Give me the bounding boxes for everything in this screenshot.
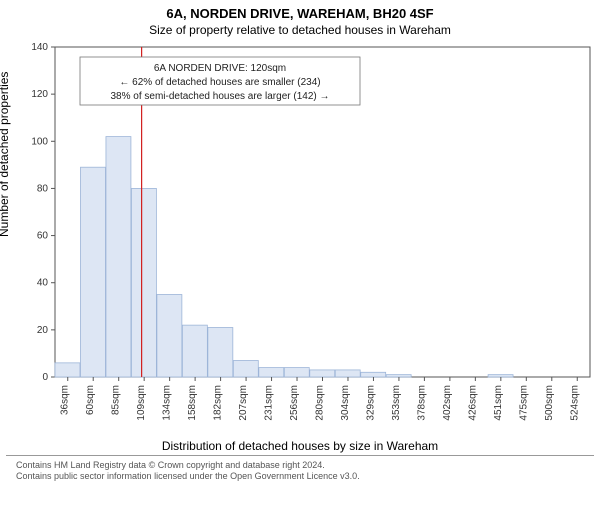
- svg-text:524sqm: 524sqm: [569, 385, 580, 421]
- svg-text:120: 120: [31, 89, 48, 100]
- svg-text:60: 60: [37, 231, 49, 242]
- svg-text:40: 40: [37, 278, 49, 289]
- svg-text:378sqm: 378sqm: [416, 385, 427, 421]
- footer: Contains HM Land Registry data © Crown c…: [6, 455, 594, 483]
- svg-text:402sqm: 402sqm: [442, 385, 453, 421]
- svg-text:182sqm: 182sqm: [213, 385, 224, 421]
- svg-text:100: 100: [31, 136, 48, 147]
- page-title: 6A, NORDEN DRIVE, WAREHAM, BH20 4SF: [0, 6, 600, 21]
- svg-text:329sqm: 329sqm: [365, 385, 376, 421]
- svg-text:134sqm: 134sqm: [162, 385, 173, 421]
- svg-text:109sqm: 109sqm: [136, 385, 147, 421]
- svg-text:451sqm: 451sqm: [493, 385, 504, 421]
- svg-text:231sqm: 231sqm: [264, 385, 275, 421]
- svg-text:0: 0: [42, 372, 48, 383]
- footer-line-2: Contains public sector information licen…: [16, 471, 584, 482]
- svg-text:158sqm: 158sqm: [187, 385, 198, 421]
- x-axis-label: Distribution of detached houses by size …: [0, 439, 600, 453]
- svg-text:475sqm: 475sqm: [518, 385, 529, 421]
- footer-line-1: Contains HM Land Registry data © Crown c…: [16, 460, 584, 471]
- svg-text:20: 20: [37, 325, 49, 336]
- y-axis-label: Number of detached properties: [0, 72, 11, 237]
- histogram-chart: 0 20 40 60 80 100 120 140 36sqm 60sqm 85sqm 109sqm 1…: [0, 37, 600, 437]
- svg-text:207sqm: 207sqm: [238, 385, 249, 421]
- svg-text:426sqm: 426sqm: [467, 385, 478, 421]
- svg-text:← 62% of detached houses are s: ← 62% of detached houses are smaller (23…: [119, 77, 320, 88]
- svg-text:60sqm: 60sqm: [85, 385, 96, 415]
- svg-text:85sqm: 85sqm: [111, 385, 122, 415]
- svg-text:140: 140: [31, 42, 48, 53]
- svg-text:353sqm: 353sqm: [391, 385, 402, 421]
- svg-text:500sqm: 500sqm: [544, 385, 555, 421]
- chart-container: Number of detached properties 0 20 40 60 80 1…: [0, 37, 600, 437]
- page-subtitle: Size of property relative to detached ho…: [0, 23, 600, 37]
- svg-text:80: 80: [37, 183, 49, 194]
- svg-text:256sqm: 256sqm: [289, 385, 300, 421]
- svg-text:304sqm: 304sqm: [340, 385, 351, 421]
- svg-text:6A NORDEN DRIVE: 120sqm: 6A NORDEN DRIVE: 120sqm: [154, 63, 286, 74]
- svg-text:36sqm: 36sqm: [60, 385, 71, 415]
- svg-text:280sqm: 280sqm: [315, 385, 326, 421]
- svg-text:38% of semi-detached houses ar: 38% of semi-detached houses are larger (…: [110, 91, 329, 102]
